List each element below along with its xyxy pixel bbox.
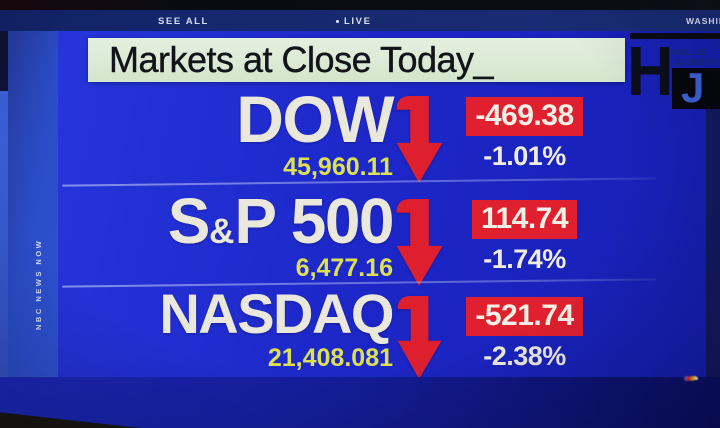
network-rail-label: NBC NEWS NOW: [34, 238, 43, 330]
change-value-badge: -521.74: [466, 297, 583, 336]
logo-top-edge: [630, 33, 720, 39]
down-arrow-icon: [396, 96, 443, 184]
anchor-last-name: JACKSON: [672, 57, 720, 67]
arrow-col: [393, 288, 447, 380]
down-arrow-icon: [396, 199, 443, 287]
screen-edge-light: [0, 91, 8, 428]
top-nav-bar: SEE ALL LIVE WASHINGTON: [0, 10, 720, 31]
screen-edge-dark: [0, 31, 8, 91]
live-label: LIVE: [344, 16, 372, 27]
index-name-col: NASDAQ 21,408.081: [58, 282, 394, 373]
page-title: Markets at Close Today_: [109, 39, 494, 80]
index-close-value: 6,477.16: [295, 254, 393, 283]
monitor-bottom-area: [0, 377, 720, 428]
monogram-j-box: J: [672, 68, 720, 109]
arrow-col: [393, 191, 447, 287]
table-row-dow: DOW 45,960.11 -469.38 -1.01%: [58, 82, 670, 184]
change-value-badge: 114.74: [471, 200, 578, 239]
index-name: NASDAQ: [159, 282, 394, 345]
change-col: 114.74 -1.74%: [447, 191, 602, 275]
anchor-name: HALLIE JACKSON: [672, 47, 719, 67]
index-name: DOW: [236, 82, 394, 156]
index-close-value: 21,408.081: [267, 343, 393, 372]
title-banner: Markets at Close Today_: [88, 38, 625, 82]
panel-right-edge: [706, 100, 720, 377]
index-name-col: S&P 500 6,477.16: [58, 185, 395, 283]
anchor-first-name: HALLIE: [672, 47, 708, 57]
see-all-button[interactable]: SEE ALL: [158, 16, 209, 27]
index-close-value: 45,960.11: [283, 153, 393, 182]
top-black-strip: [0, 0, 720, 10]
network-side-rail: [8, 31, 58, 428]
change-percent: -1.74%: [483, 244, 566, 274]
change-percent: -1.01%: [483, 141, 566, 171]
change-value-badge: -469.38: [466, 97, 583, 136]
change-col: -469.38 -1.01%: [447, 88, 602, 172]
table-row-nasdaq: NASDAQ 21,408.081 -521.74 -2.38%: [58, 282, 670, 380]
markets-panel: [58, 31, 720, 377]
peacock-logo-icon: [684, 372, 702, 384]
live-tab[interactable]: LIVE: [336, 16, 372, 27]
live-dot-icon: [336, 20, 339, 23]
show-logo: H HALLIE JACKSON J: [627, 32, 720, 110]
monogram-h: H: [627, 32, 674, 110]
change-col: -521.74 -2.38%: [447, 288, 602, 372]
table-row-sp500: S&P 500 6,477.16 114.74 -1.74%: [58, 185, 670, 287]
location-label: WASHINGTON: [686, 16, 720, 26]
index-name-col: DOW 45,960.11: [58, 82, 394, 182]
down-arrow-icon: [397, 296, 442, 380]
arrow-col: [393, 88, 447, 184]
monogram-j: J: [681, 68, 705, 109]
change-percent: -2.38%: [483, 341, 566, 371]
index-name: S&P 500: [167, 185, 395, 257]
